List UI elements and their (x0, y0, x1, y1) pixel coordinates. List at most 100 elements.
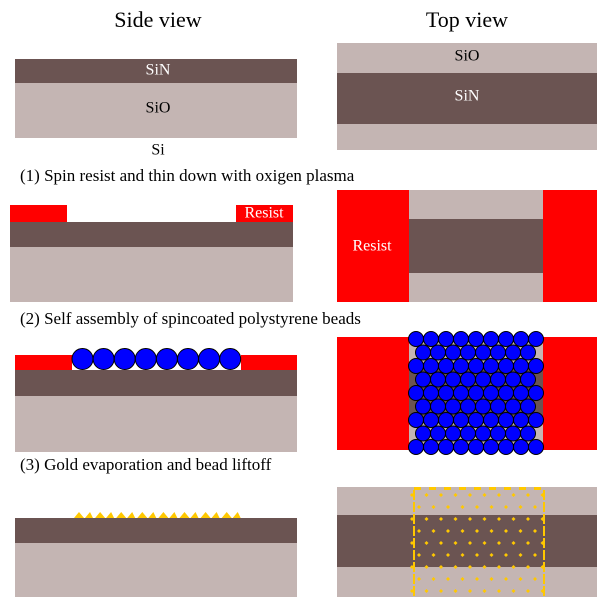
gold-dot (504, 529, 508, 533)
bead (198, 348, 221, 370)
bead (490, 398, 506, 415)
gold-dot (446, 577, 450, 581)
sin-layer (15, 59, 297, 83)
sio-layer (15, 396, 297, 452)
gold-dot (526, 517, 530, 521)
bead (498, 385, 514, 401)
gold-dot (446, 553, 450, 557)
gold-dot (526, 541, 530, 545)
bead (528, 385, 544, 401)
gold-edge (543, 550, 545, 560)
bead (475, 398, 491, 415)
bead (513, 385, 529, 401)
bead (483, 385, 499, 401)
bead (528, 412, 544, 428)
gold-dot (424, 541, 429, 545)
resist (236, 205, 293, 222)
gold-dot (158, 512, 178, 518)
gold-dot (533, 505, 537, 509)
bead (475, 344, 491, 361)
resist (543, 190, 597, 302)
bead (460, 398, 476, 415)
resist (241, 355, 297, 370)
bead (453, 331, 469, 347)
bead (415, 398, 431, 415)
label: Si (151, 142, 165, 159)
caption: (2) Self assembly of spincoated polystyr… (20, 309, 361, 328)
gold-dot (424, 493, 429, 497)
bead (468, 331, 484, 347)
bead (498, 358, 514, 374)
bead (520, 425, 536, 442)
gold-dot (511, 493, 516, 497)
gold-dot (137, 512, 157, 518)
gold-dot (453, 517, 458, 521)
sin-layer (10, 222, 293, 247)
bead (490, 425, 506, 442)
gold-dot (179, 512, 199, 518)
bead (460, 371, 476, 388)
gold-edge (474, 487, 481, 490)
gold-dot (482, 517, 487, 521)
gold-dot (533, 553, 537, 557)
gold-dot (497, 493, 501, 497)
gold-dot (453, 589, 458, 593)
gold (74, 512, 241, 518)
gold-edge (543, 586, 545, 596)
gold-dot (417, 577, 421, 581)
bead (528, 439, 544, 455)
bead (408, 439, 424, 455)
gold-dot (417, 529, 421, 533)
bead (490, 371, 506, 388)
sin-top (337, 515, 597, 567)
bead (528, 331, 544, 347)
gold-dot (511, 517, 516, 521)
sin-layer (15, 370, 297, 396)
gold-dot (468, 541, 472, 545)
sio-layer (15, 543, 297, 597)
label: SiN (455, 88, 480, 105)
gold-dot (497, 589, 501, 593)
gold-dot (526, 493, 530, 497)
bead (453, 439, 469, 455)
bead (498, 331, 514, 347)
bead (475, 371, 491, 388)
gold-edge (459, 487, 466, 490)
bead (438, 439, 454, 455)
bead (423, 358, 439, 374)
bead (423, 412, 439, 428)
gold-dot (475, 529, 479, 533)
gold-dot (460, 529, 465, 533)
label: Resist (244, 205, 284, 222)
gold-dot (417, 553, 421, 557)
bead (438, 385, 454, 401)
bead (520, 371, 536, 388)
bead (408, 385, 424, 401)
gold-dot (518, 553, 523, 557)
label: SiO (146, 100, 171, 117)
gold-edge (413, 562, 415, 572)
bead (415, 344, 431, 361)
bead (438, 358, 454, 374)
gold-dot (95, 512, 115, 518)
gold-dot (526, 565, 530, 569)
gold-dot (424, 517, 429, 521)
gold-edge (543, 562, 545, 572)
bead (445, 344, 461, 361)
bead (483, 412, 499, 428)
bead (92, 348, 115, 370)
resist (10, 205, 67, 222)
sio-layer (15, 83, 297, 138)
gold-dot (518, 505, 523, 509)
gold-dot (453, 565, 458, 569)
gold-dot (504, 577, 508, 581)
gold-dot (475, 577, 479, 581)
gold-dot (504, 553, 508, 557)
header-side: Side view (114, 7, 201, 32)
gold-dot (489, 577, 494, 581)
label: Resist (352, 238, 392, 255)
bead (468, 358, 484, 374)
resist (337, 190, 409, 302)
gold-dot (533, 577, 537, 581)
bead (483, 358, 499, 374)
